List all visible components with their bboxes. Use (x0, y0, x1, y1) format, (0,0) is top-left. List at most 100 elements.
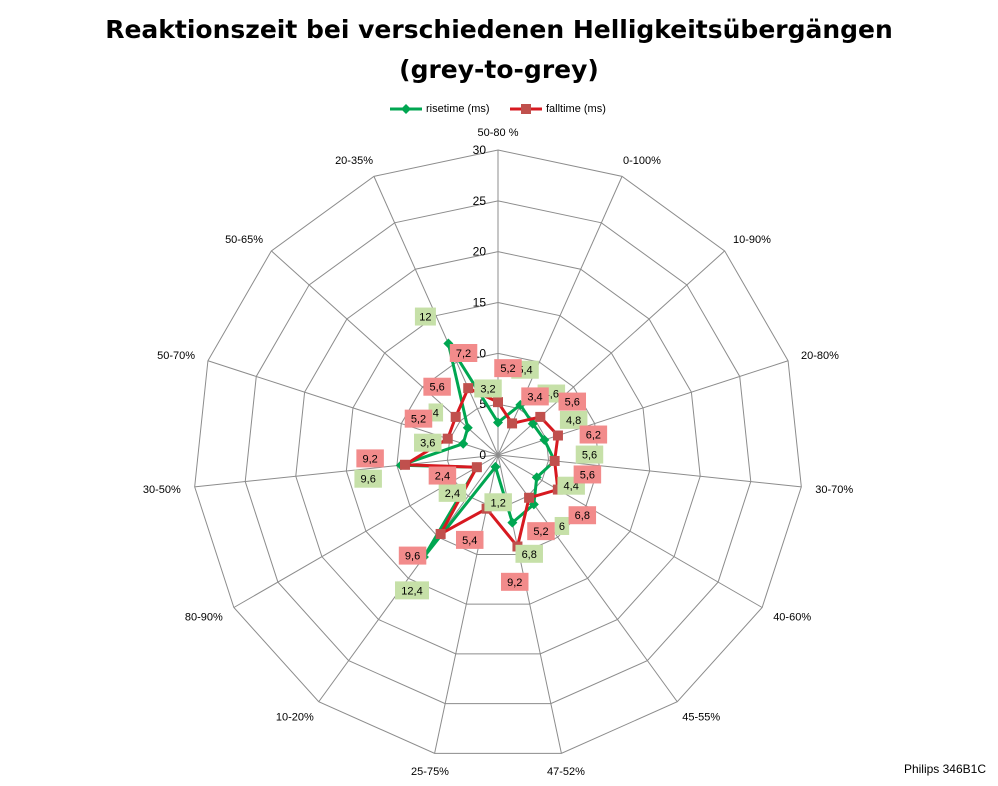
falltime-data-label: 9,2 (356, 449, 384, 468)
svg-text:3,6: 3,6 (420, 438, 435, 450)
radial-tick-label: 20 (473, 245, 487, 259)
svg-text:9,6: 9,6 (361, 474, 376, 486)
chart-title-line-2: (grey-to-grey) (399, 55, 599, 84)
risetime-point (539, 434, 550, 445)
risetime-data-label: 3,2 (474, 379, 502, 398)
risetime-data-label: 5,6 (575, 445, 604, 464)
svg-text:9,2: 9,2 (507, 577, 522, 589)
falltime-point (524, 492, 535, 503)
risetime-data-label: 4,8 (559, 410, 588, 429)
risetime-data-label: 6 (554, 516, 570, 535)
svg-text:1,2: 1,2 (491, 497, 506, 509)
risetime-point (462, 422, 473, 433)
falltime-data-label: 9,2 (500, 572, 529, 591)
falltime-point (549, 455, 560, 466)
falltime-data-label: 5,2 (527, 522, 555, 541)
grid-spoke (497, 454, 763, 608)
risetime-point (527, 418, 538, 429)
falltime-point (471, 462, 482, 473)
radial-tick-label: 30 (473, 143, 487, 157)
category-label: 50-65% (225, 234, 263, 246)
svg-text:5,2: 5,2 (411, 414, 426, 426)
grid-spoke (373, 176, 499, 456)
svg-text:12,4: 12,4 (401, 585, 422, 597)
falltime-data-label: 3,4 (521, 387, 549, 406)
svg-text:9,6: 9,6 (405, 551, 420, 563)
legend-label-risetime: risetime (ms) (426, 103, 490, 115)
svg-text:7,2: 7,2 (456, 348, 471, 360)
legend-label-falltime: falltime (ms) (546, 103, 606, 115)
falltime-data-label: 5,6 (423, 377, 451, 396)
falltime-data-label: 5,2 (404, 409, 433, 428)
category-labels: 50-80 % 0-100% 10-90% 20-80% 30-70% 40-60% 45-… (143, 127, 853, 778)
radial-tick-label: 0 (479, 448, 486, 462)
risetime-point (458, 438, 469, 449)
falltime-data-label: 5,4 (455, 530, 484, 549)
falltime-point (493, 397, 503, 408)
svg-text:2,4: 2,4 (435, 471, 450, 483)
svg-text:12: 12 (419, 312, 431, 324)
falltime-data-label: 6,2 (579, 425, 608, 444)
category-label: 30-70% (815, 484, 853, 496)
grid-ring (295, 251, 701, 655)
category-label: 25-75% (411, 766, 449, 778)
category-label: 0-100% (623, 155, 661, 167)
grid-spoke (497, 176, 623, 456)
svg-text:3,4: 3,4 (527, 391, 542, 403)
grid-ring (244, 200, 752, 705)
risetime-point (531, 472, 542, 483)
grid-spoke (194, 454, 499, 488)
falltime-point (399, 459, 410, 470)
svg-text:3,2: 3,2 (480, 383, 495, 395)
svg-text:2,4: 2,4 (445, 488, 460, 500)
radial-tick-label: 25 (473, 194, 487, 208)
category-label: 47-52% (547, 766, 585, 778)
category-label: 30-50% (143, 484, 181, 496)
grid-ring (345, 301, 651, 605)
category-label: 20-35% (335, 155, 373, 167)
risetime-point (507, 517, 518, 528)
falltime-data-label: 5,6 (573, 465, 602, 484)
falltime-data-label: 5,2 (494, 359, 522, 378)
svg-text:5,6: 5,6 (429, 382, 444, 394)
legend-swatch-falltime (510, 104, 542, 114)
risetime-data-label: 12 (414, 307, 436, 326)
falltime-data-label: 2,4 (428, 466, 457, 485)
falltime-data-label: 6,8 (568, 506, 597, 525)
risetime-data-label: 12,4 (395, 581, 430, 600)
falltime-data-label: 7,2 (449, 344, 478, 363)
risetime-point (493, 417, 503, 428)
chart-legend: risetime (ms) falltime (ms) (0, 101, 998, 117)
svg-text:5,6: 5,6 (580, 469, 595, 481)
series-line-falltime (403, 386, 560, 548)
grid-spoke (318, 454, 499, 703)
svg-text:6: 6 (559, 521, 565, 533)
category-label: 50-70% (157, 350, 195, 362)
svg-text:4,8: 4,8 (566, 415, 581, 427)
legend-swatch-risetime (390, 104, 422, 114)
svg-text:6,8: 6,8 (522, 549, 537, 561)
svg-text:6,8: 6,8 (575, 510, 590, 522)
svg-text:5,4: 5,4 (462, 535, 477, 547)
grid-ring (194, 149, 802, 754)
falltime-point (435, 528, 446, 539)
falltime-data-label: 9,6 (398, 546, 427, 565)
svg-text:6,2: 6,2 (586, 430, 601, 442)
risetime-point (490, 461, 501, 472)
svg-text:5,2: 5,2 (533, 526, 548, 538)
category-label: 45-55% (682, 711, 720, 723)
falltime-point (552, 430, 563, 441)
risetime-data-label: 3,6 (414, 433, 442, 452)
radar-grid (194, 149, 802, 754)
category-label: 20-80% (801, 350, 839, 362)
radial-tick-label: 5 (479, 397, 486, 411)
falltime-point (507, 418, 518, 429)
data-labels: 3,25,44,64,85,64,466,81,212,42,49,63,641… (354, 307, 608, 600)
falltime-data-label: 5,6 (558, 392, 587, 411)
falltime-point (450, 411, 461, 422)
chart-title-line-1: Reaktionszeit bei verschiedenen Helligke… (105, 15, 893, 44)
grid-spoke (497, 454, 802, 488)
category-label: 10-20% (276, 711, 314, 723)
